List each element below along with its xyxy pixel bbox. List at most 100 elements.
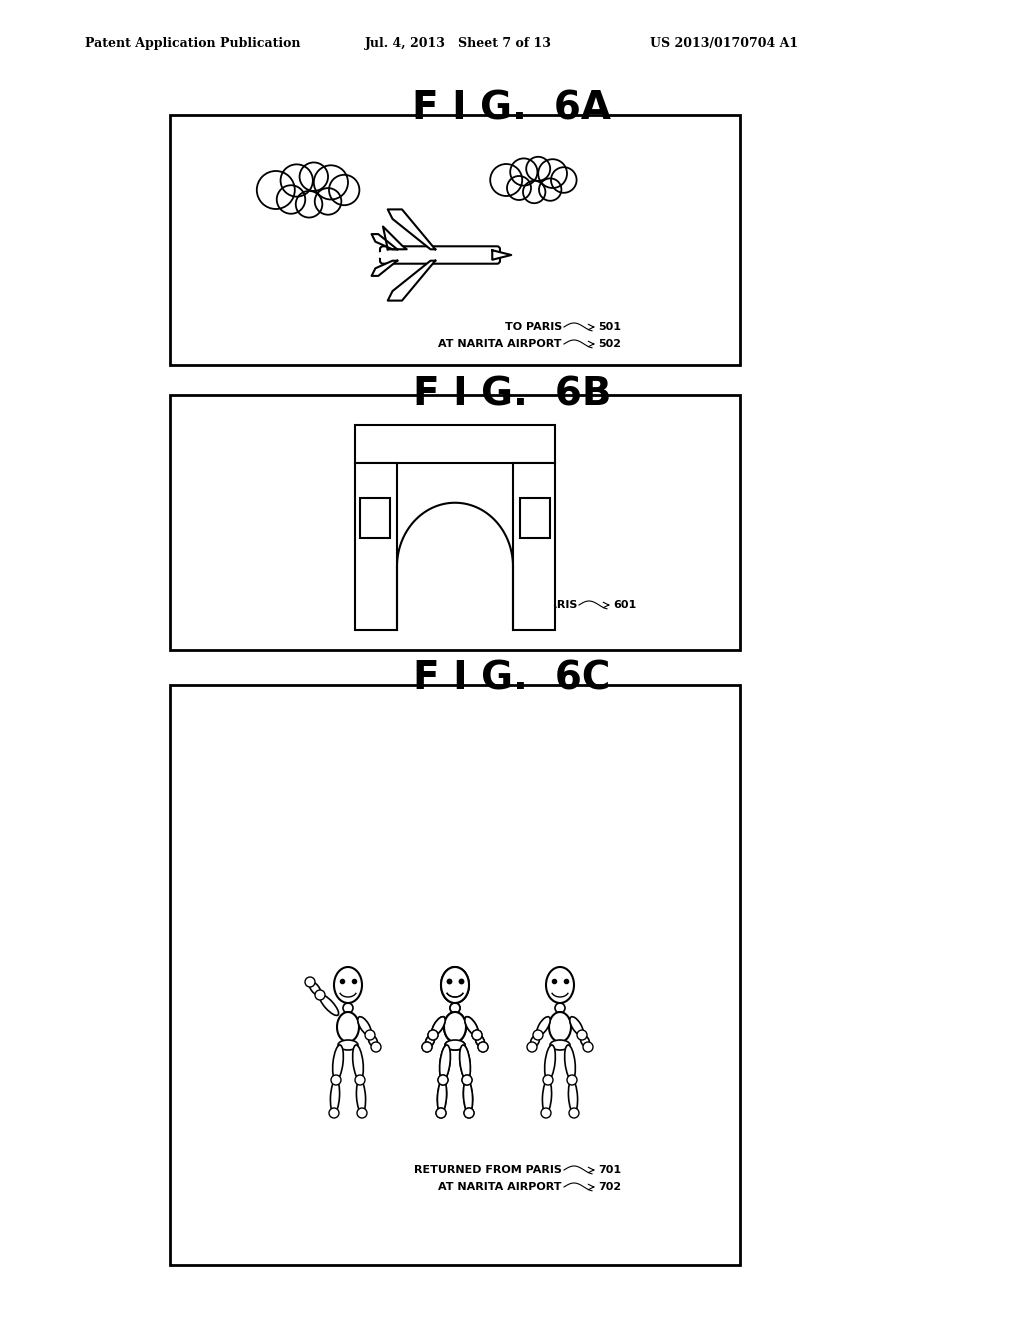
Circle shape (329, 174, 359, 205)
Ellipse shape (352, 1045, 364, 1080)
Ellipse shape (444, 1012, 466, 1041)
Polygon shape (493, 251, 511, 260)
Bar (520, 498, 550, 539)
Polygon shape (388, 210, 435, 249)
Polygon shape (383, 227, 407, 249)
Circle shape (365, 1030, 375, 1040)
Circle shape (464, 1107, 474, 1118)
Ellipse shape (337, 1012, 359, 1041)
Circle shape (371, 1041, 381, 1052)
Bar (355, 463, 397, 630)
Ellipse shape (445, 1040, 465, 1049)
Text: F I G.  6C: F I G. 6C (414, 660, 610, 698)
Bar (170, 685, 740, 1265)
Circle shape (428, 1030, 438, 1040)
FancyBboxPatch shape (380, 247, 500, 264)
Bar (513, 463, 555, 630)
Circle shape (436, 1107, 446, 1118)
Circle shape (567, 1074, 577, 1085)
Text: US 2013/0170704 A1: US 2013/0170704 A1 (650, 37, 798, 50)
Text: IN PARIS: IN PARIS (523, 601, 577, 610)
Circle shape (462, 1074, 472, 1085)
Circle shape (490, 164, 522, 195)
Text: 601: 601 (613, 601, 636, 610)
Circle shape (462, 1074, 472, 1085)
Circle shape (541, 1107, 551, 1118)
Ellipse shape (537, 1016, 550, 1035)
Circle shape (355, 1074, 365, 1085)
Circle shape (543, 1074, 553, 1085)
Ellipse shape (343, 1003, 353, 1012)
Ellipse shape (543, 1080, 552, 1113)
Ellipse shape (432, 1016, 445, 1035)
Ellipse shape (356, 1080, 366, 1113)
Circle shape (583, 1041, 593, 1052)
Ellipse shape (425, 1035, 434, 1047)
Ellipse shape (450, 1003, 460, 1012)
Text: 701: 701 (598, 1166, 622, 1175)
Circle shape (527, 1041, 537, 1052)
Ellipse shape (475, 1035, 484, 1047)
Ellipse shape (432, 1016, 445, 1035)
Polygon shape (372, 234, 397, 249)
Circle shape (276, 185, 305, 214)
Circle shape (331, 1074, 341, 1085)
Ellipse shape (464, 1080, 473, 1113)
Text: AT NARITA AIRPORT: AT NARITA AIRPORT (438, 339, 562, 348)
Ellipse shape (460, 1045, 470, 1080)
Circle shape (281, 165, 313, 197)
Ellipse shape (530, 1035, 540, 1047)
Ellipse shape (445, 1040, 465, 1049)
Circle shape (539, 160, 567, 187)
Text: TO PARIS: TO PARIS (505, 322, 562, 333)
Ellipse shape (357, 1016, 372, 1035)
Circle shape (438, 1074, 449, 1085)
Ellipse shape (437, 1080, 446, 1113)
Circle shape (438, 1074, 449, 1085)
Ellipse shape (581, 1035, 590, 1047)
Ellipse shape (569, 1016, 584, 1035)
Ellipse shape (444, 1012, 466, 1041)
Polygon shape (369, 251, 388, 260)
Circle shape (472, 1030, 482, 1040)
Circle shape (329, 1107, 339, 1118)
Text: AT NARITA AIRPORT: AT NARITA AIRPORT (438, 1181, 562, 1192)
Circle shape (300, 162, 328, 191)
Circle shape (523, 181, 546, 203)
Ellipse shape (441, 968, 469, 1003)
Ellipse shape (331, 1080, 340, 1113)
Ellipse shape (460, 1045, 470, 1080)
Text: 702: 702 (598, 1181, 622, 1192)
Ellipse shape (465, 1016, 478, 1035)
Circle shape (478, 1041, 488, 1052)
Ellipse shape (309, 982, 321, 995)
Circle shape (464, 1107, 474, 1118)
Text: 501: 501 (598, 322, 621, 333)
Text: 502: 502 (598, 339, 621, 348)
Circle shape (314, 189, 341, 215)
Ellipse shape (319, 994, 339, 1015)
Ellipse shape (338, 1040, 358, 1049)
Ellipse shape (549, 1012, 571, 1041)
Ellipse shape (450, 1003, 460, 1012)
Circle shape (472, 1030, 482, 1040)
Ellipse shape (546, 968, 574, 1003)
Circle shape (436, 1107, 446, 1118)
Ellipse shape (465, 1016, 478, 1035)
Circle shape (422, 1041, 432, 1052)
Text: Jul. 4, 2013   Sheet 7 of 13: Jul. 4, 2013 Sheet 7 of 13 (365, 37, 552, 50)
Bar (170, 395, 740, 649)
Ellipse shape (564, 1045, 575, 1080)
Circle shape (357, 1107, 367, 1118)
Polygon shape (372, 261, 397, 276)
Ellipse shape (425, 1035, 434, 1047)
Text: F I G.  6B: F I G. 6B (413, 375, 611, 413)
Circle shape (534, 1030, 543, 1040)
Circle shape (478, 1041, 488, 1052)
Circle shape (577, 1030, 587, 1040)
Circle shape (510, 158, 538, 186)
Circle shape (422, 1041, 432, 1052)
Circle shape (569, 1107, 579, 1118)
Ellipse shape (439, 1045, 451, 1080)
Ellipse shape (464, 1080, 473, 1113)
